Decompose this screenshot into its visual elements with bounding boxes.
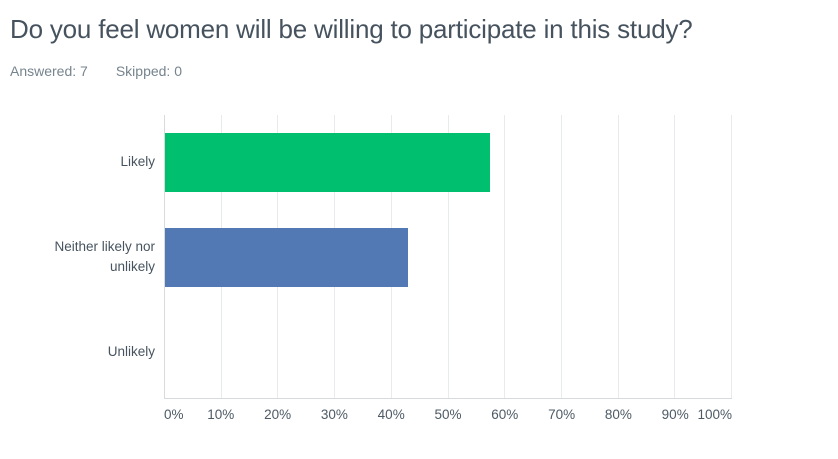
skipped-count: Skipped: 0 [115, 63, 182, 79]
category-label: Neither likely nor unlikely [54, 238, 155, 274]
x-tick-label: 80% [604, 407, 632, 422]
category-label: Unlikely [107, 343, 155, 359]
category-row: Likely [0, 115, 155, 210]
gridline-60 [504, 115, 506, 398]
gridline-70 [560, 115, 562, 398]
category-label: Likely [120, 154, 155, 170]
response-meta: Answered: 7 Skipped: 0 [10, 63, 182, 79]
x-tick-label: 100% [697, 407, 732, 422]
bar-neither-likely-nor-unlikely[interactable] [165, 227, 409, 287]
x-tick-label: 0% [164, 407, 184, 422]
gridline-90 [674, 115, 676, 398]
bar-likely[interactable] [165, 132, 490, 192]
x-tick-label: 10% [207, 407, 235, 422]
gridline-80 [617, 115, 619, 398]
gridline-100 [731, 115, 732, 398]
category-axis: Likely Neither likely nor unlikely Unlikel… [0, 115, 155, 399]
plot-area [164, 115, 732, 399]
answered-count: Answered: 7 [10, 63, 88, 79]
x-tick-label: 50% [434, 407, 462, 422]
x-tick-label: 20% [264, 407, 292, 422]
category-row: Unlikely [0, 304, 155, 399]
x-tick-label: 90% [661, 407, 689, 422]
gridline-50 [447, 115, 449, 398]
percent-axis: 0% 10% 20% 30% 40% 50% 60% 70% 80% 90% 100% [164, 407, 732, 427]
x-tick-label: 30% [320, 407, 348, 422]
x-tick-label: 40% [377, 407, 405, 422]
x-tick-label: 60% [491, 407, 519, 422]
x-tick-label: 70% [548, 407, 576, 422]
category-row: Neither likely nor unlikely [0, 210, 155, 305]
horizontal-bar-chart: Likely Neither likely nor unlikely Unlikel… [0, 115, 838, 435]
question-title: Do you feel women will be willing to par… [10, 14, 693, 44]
